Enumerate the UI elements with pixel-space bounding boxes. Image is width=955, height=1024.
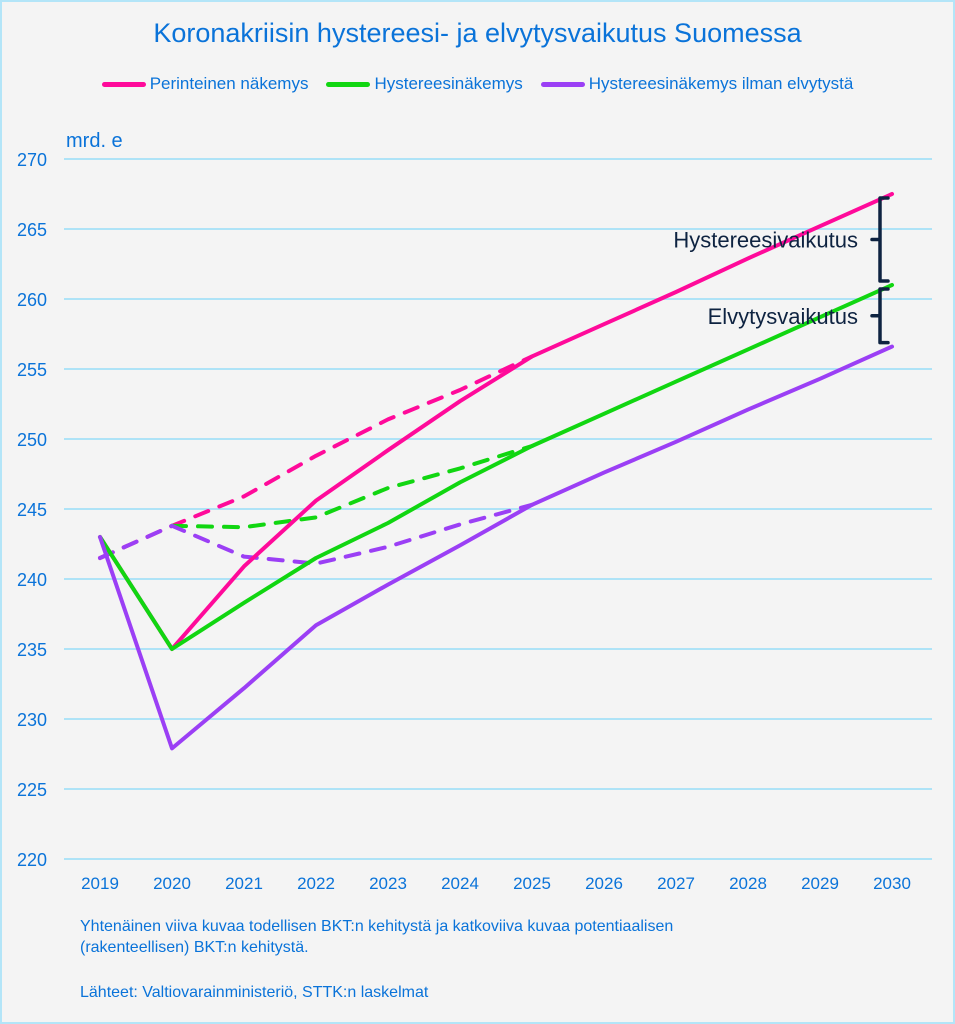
x-tick-label: 2024 xyxy=(441,874,479,893)
x-tick-label: 2030 xyxy=(873,874,911,893)
x-tick-label: 2028 xyxy=(729,874,767,893)
x-tick-label: 2021 xyxy=(225,874,263,893)
legend: Perinteinen näkemys Hystereesinäkemys Hy… xyxy=(0,74,955,94)
note-line-1: Yhtenäinen viiva kuvaa todellisen BKT:n … xyxy=(80,918,674,935)
source-note: Lähteet: Valtiovarainministeriö, STTK:n … xyxy=(80,984,429,1001)
annotation-brace xyxy=(870,196,890,283)
y-axis-unit: mrd. e xyxy=(66,130,123,152)
y-tick-label: 220 xyxy=(17,850,47,870)
annotation-brace xyxy=(870,287,890,345)
series-line-dashed-3 xyxy=(98,354,534,560)
note-line-2: (rakenteellisen) BKT:n kehitystä. xyxy=(80,939,309,956)
x-tick-label: 2020 xyxy=(153,874,191,893)
y-tick-label: 250 xyxy=(17,430,47,450)
x-tick-label: 2027 xyxy=(657,874,695,893)
y-tick-label: 270 xyxy=(17,150,47,170)
y-tick-label: 265 xyxy=(17,220,47,240)
legend-label: Hystereesinäkemys xyxy=(374,74,523,93)
series-line-solid-0 xyxy=(98,192,894,651)
y-tick-label: 225 xyxy=(17,780,47,800)
legend-item-perinteinen: Perinteinen näkemys xyxy=(101,74,309,94)
y-tick-label: 260 xyxy=(17,290,47,310)
x-tick-label: 2022 xyxy=(297,874,335,893)
y-tick-label: 245 xyxy=(17,500,47,520)
chart-title: Koronakriisin hystereesi- ja elvytysvaik… xyxy=(153,18,802,48)
y-tick-label: 230 xyxy=(17,710,47,730)
legend-swatch-purple xyxy=(540,81,585,87)
y-tick-label: 235 xyxy=(17,640,47,660)
x-tick-label: 2019 xyxy=(81,874,119,893)
legend-item-hystereesi: Hystereesinäkemys xyxy=(326,74,523,94)
legend-item-ilman-elvytysta: Hystereesinäkemys ilman elvytystä xyxy=(540,74,854,94)
x-tick-label: 2023 xyxy=(369,874,407,893)
legend-label: Perinteinen näkemys xyxy=(149,74,309,93)
x-tick-label: 2029 xyxy=(801,874,839,893)
legend-swatch-green xyxy=(326,81,371,87)
y-tick-label: 255 xyxy=(17,360,47,380)
series-line-dashed-5 xyxy=(98,502,534,566)
legend-swatch-pink xyxy=(101,81,146,87)
x-tick-label: 2025 xyxy=(513,874,551,893)
annotation-label: Elvytysvaikutus xyxy=(708,304,858,329)
series-line-solid-2 xyxy=(98,344,894,751)
series-line-dashed-4 xyxy=(170,444,534,530)
x-tick-label: 2026 xyxy=(585,874,623,893)
annotation-label: Hystereesivaikutus xyxy=(673,228,858,253)
series-line-solid-1 xyxy=(98,283,894,651)
legend-label: Hystereesinäkemys ilman elvytystä xyxy=(588,74,854,93)
y-tick-label: 240 xyxy=(17,570,47,590)
